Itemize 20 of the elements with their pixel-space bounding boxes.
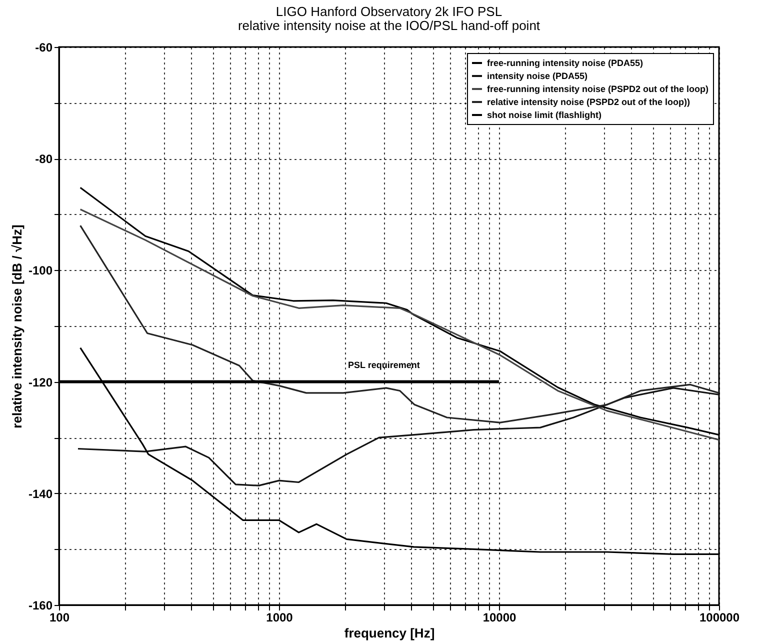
chart-title: LIGO Hanford Observatory 2k IFO PSL xyxy=(276,4,502,19)
x-tick-label: 1000 xyxy=(266,610,294,624)
chart-subtitle: relative intensity noise at the IOO/PSL hand-off point xyxy=(238,18,540,33)
y-tick-label: -60 xyxy=(35,40,53,54)
x-tick-label: 10000 xyxy=(482,610,517,624)
x-tick-label: 100 xyxy=(49,610,70,624)
y-axis-title: relative intensity noise [dB / √Hz] xyxy=(9,224,24,428)
x-tick-label: 100000 xyxy=(699,610,740,624)
y-tick-label: -80 xyxy=(35,152,53,166)
legend-label: intensity noise (PDA55) xyxy=(487,71,588,81)
y-tick-label: -140 xyxy=(28,486,53,501)
y-tick-label: -160 xyxy=(28,598,53,612)
y-tick-label: -120 xyxy=(28,375,53,390)
legend-label: free-running intensity noise (PSPD2 out of the loop) xyxy=(487,84,709,94)
x-axis-title: frequency [Hz] xyxy=(344,626,435,640)
y-tick-label: -100 xyxy=(28,264,53,278)
annotation: PSL requirement xyxy=(348,360,420,370)
legend-label: shot noise limit (flashlight) xyxy=(487,110,602,120)
legend-label: relative intensity noise (PSPD2 out of the loop)) xyxy=(487,97,690,107)
legend-label: free-running intensity noise (PDA55) xyxy=(487,58,644,68)
